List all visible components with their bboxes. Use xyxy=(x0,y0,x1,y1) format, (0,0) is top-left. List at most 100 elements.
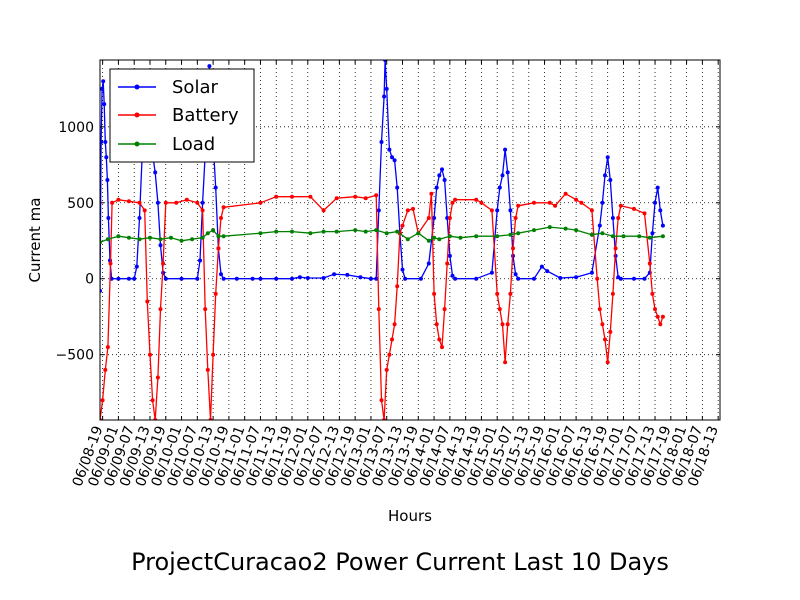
data-point-solar xyxy=(368,276,373,281)
data-point-solar xyxy=(219,272,223,277)
data-point-solar xyxy=(198,258,202,263)
data-point-load xyxy=(205,231,210,236)
data-point-battery xyxy=(595,276,600,281)
data-point-solar xyxy=(100,140,104,144)
data-point-battery xyxy=(308,194,313,199)
data-point-solar xyxy=(508,208,513,213)
data-point-solar xyxy=(105,178,110,182)
data-point-load xyxy=(660,234,665,239)
data-point-battery xyxy=(161,261,166,266)
data-point-battery xyxy=(105,345,110,350)
data-point-load xyxy=(589,232,594,237)
data-point-solar xyxy=(597,223,602,228)
data-point-battery xyxy=(205,367,210,372)
data-point-solar xyxy=(382,94,387,99)
data-point-load xyxy=(126,235,131,240)
data-point-battery xyxy=(379,398,384,403)
data-point-solar xyxy=(321,276,326,280)
data-point-battery xyxy=(579,200,584,205)
data-point-battery xyxy=(647,261,652,266)
data-point-load xyxy=(200,235,205,240)
data-point-solar xyxy=(440,167,444,172)
data-point-solar xyxy=(179,276,184,281)
data-point-battery xyxy=(616,216,621,220)
data-point-load xyxy=(474,234,479,239)
data-point-battery xyxy=(479,200,484,205)
data-point-battery xyxy=(445,261,450,266)
data-point-solar xyxy=(632,276,636,281)
data-point-load xyxy=(258,231,263,236)
data-point-battery xyxy=(411,206,415,211)
data-point-solar xyxy=(442,178,447,182)
data-point-battery xyxy=(553,203,558,208)
data-point-battery xyxy=(384,367,389,372)
data-point-battery xyxy=(390,337,394,342)
data-point-solar xyxy=(558,276,563,280)
data-point-battery xyxy=(137,200,142,205)
data-point-battery xyxy=(142,208,147,213)
data-point-battery xyxy=(429,191,434,196)
data-point-battery xyxy=(453,197,458,202)
data-point-battery xyxy=(116,197,121,202)
data-point-solar xyxy=(395,185,400,190)
data-point-load xyxy=(458,235,463,240)
data-point-load xyxy=(621,234,626,239)
data-point-load xyxy=(508,232,513,237)
x-axis: 06/08-1906/09-0106/09-0706/09-1306/09-19… xyxy=(70,60,722,489)
data-point-solar xyxy=(234,276,239,281)
data-point-solar xyxy=(474,276,479,281)
data-point-solar xyxy=(610,216,615,220)
data-point-battery xyxy=(174,200,179,205)
data-point-solar xyxy=(207,64,212,69)
y-tick-label: 1000 xyxy=(58,120,94,136)
data-point-battery xyxy=(150,398,155,403)
data-point-load xyxy=(374,228,379,233)
data-point-load xyxy=(516,231,521,236)
data-point-battery xyxy=(547,200,552,205)
data-point-battery xyxy=(274,194,279,199)
data-point-solar xyxy=(379,140,384,144)
y-tick-label: 0 xyxy=(85,272,94,288)
data-point-load xyxy=(426,238,431,243)
data-point-solar xyxy=(660,223,665,228)
data-point-solar xyxy=(603,173,607,178)
data-point-solar xyxy=(437,173,442,178)
data-point-load xyxy=(384,231,389,236)
data-point-load xyxy=(353,228,358,233)
legend-marker-battery xyxy=(134,112,140,118)
data-point-battery xyxy=(405,208,410,213)
data-point-solar xyxy=(332,272,337,277)
data-point-solar xyxy=(116,276,121,281)
data-point-load xyxy=(158,237,163,242)
data-point-solar xyxy=(392,158,397,163)
data-point-battery xyxy=(258,200,263,205)
data-point-solar xyxy=(516,276,521,281)
data-point-battery xyxy=(508,291,513,296)
data-point-battery xyxy=(334,196,339,201)
data-point-solar xyxy=(434,185,439,190)
data-point-load xyxy=(105,237,110,242)
data-point-solar xyxy=(258,276,263,281)
data-point-solar xyxy=(132,276,137,281)
data-point-solar xyxy=(101,79,106,84)
data-point-battery xyxy=(395,284,400,289)
data-point-load xyxy=(547,225,552,230)
data-point-solar xyxy=(497,185,502,190)
data-point-battery xyxy=(642,211,647,216)
legend-entry-solar: Solar xyxy=(118,77,218,98)
data-point-battery xyxy=(400,223,405,228)
data-point-load xyxy=(647,235,652,240)
y-axis: −500 0 500 1000 xyxy=(56,120,720,364)
data-point-solar xyxy=(297,275,302,280)
data-point-solar xyxy=(390,155,394,160)
data-point-battery xyxy=(434,322,439,327)
data-point-solar xyxy=(605,155,610,160)
data-point-battery xyxy=(440,345,444,350)
data-point-battery xyxy=(474,197,479,202)
data-point-load xyxy=(190,237,195,242)
data-point-solar xyxy=(418,276,423,281)
data-point-load xyxy=(211,228,216,233)
data-point-solar xyxy=(104,155,109,160)
data-point-load xyxy=(447,234,452,239)
